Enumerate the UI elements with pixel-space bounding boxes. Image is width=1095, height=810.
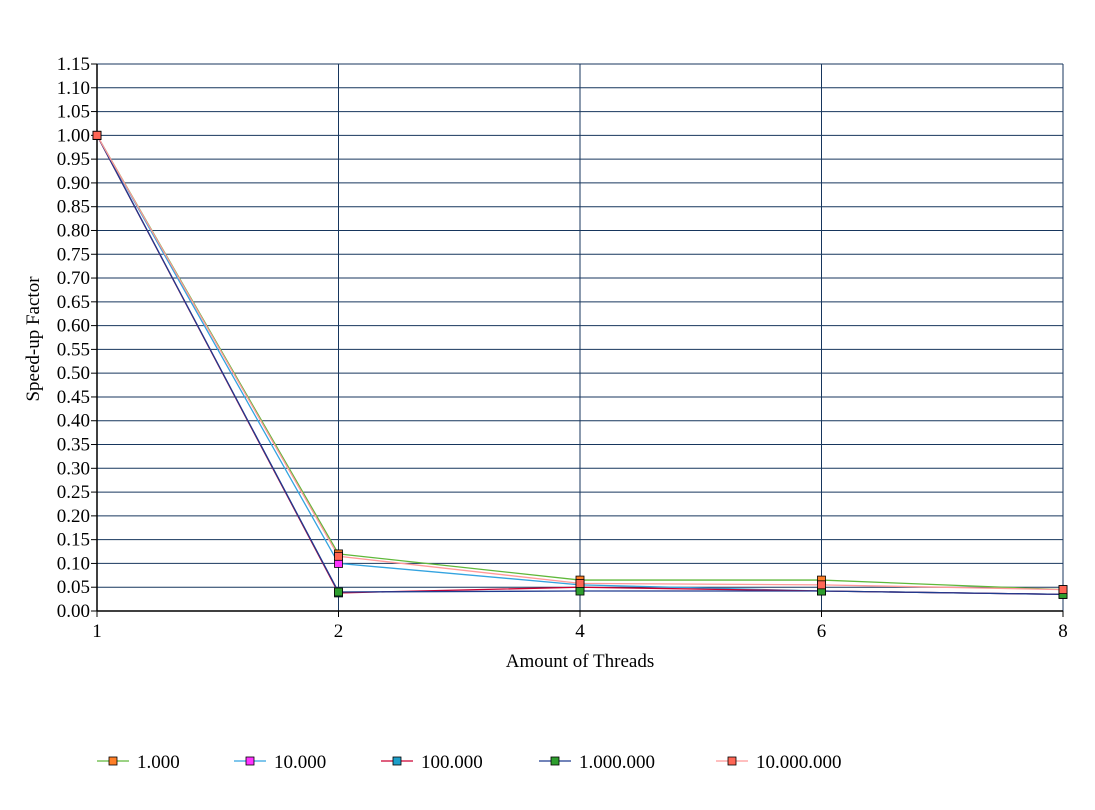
y-tick-label: 0.40 (57, 411, 90, 432)
y-tick-label: 1.05 (57, 102, 90, 123)
y-tick-label: 0.55 (57, 339, 90, 360)
data-point (575, 579, 585, 588)
y-tick-label: 1.10 (57, 78, 90, 99)
y-tick-label: 1.00 (57, 125, 90, 146)
x-axis-label: Amount of Threads (506, 651, 654, 672)
y-tick-label: 0.50 (57, 363, 90, 384)
x-tick-label: 6 (817, 621, 827, 642)
y-tick-label: 0.30 (57, 458, 90, 479)
series (92, 130, 1068, 599)
y-tick-label: 0.95 (57, 149, 90, 170)
y-tick-label: 0.00 (57, 601, 90, 622)
y-tick-label: 0.65 (57, 292, 90, 313)
legend-marker (550, 756, 560, 766)
y-tick-label: 0.85 (57, 197, 90, 218)
y-axis-label: Speed-up Factor (23, 276, 44, 402)
data-point (334, 551, 343, 561)
x-tick-labels: 1 2 4 6 8 (92, 621, 1068, 642)
legend-label: 100.000 (421, 752, 483, 773)
y-tick-label: 0.90 (57, 173, 90, 194)
y-tick-label: 0.15 (57, 530, 90, 551)
y-tick-label: 0.35 (57, 435, 90, 456)
axes (91, 63, 1064, 617)
y-tick-label: 0.60 (57, 316, 90, 337)
y-tick-label: 0.75 (57, 244, 90, 265)
legend-marker (392, 756, 402, 766)
y-tick-label: 0.80 (57, 220, 90, 241)
x-tick-label: 4 (575, 621, 585, 642)
grid (97, 63, 1063, 611)
x-tick-label: 2 (334, 621, 344, 642)
data-point (817, 580, 826, 590)
data-point (575, 586, 585, 596)
y-tick-label: 0.10 (57, 553, 90, 574)
legend-marker (108, 756, 118, 766)
legend: 1.000 10.000 100.000 1.000.000 10.000.000 (97, 752, 842, 773)
y-tick-label: 0.70 (57, 268, 90, 289)
legend-label: 10.000.000 (756, 752, 842, 773)
y-tick-labels: 0.00 0.05 0.100.15 0.20 0.25 0.300.35 0.40 0.45… (57, 54, 90, 622)
legend-label: 1.000 (137, 752, 180, 773)
y-tick-label: 0.25 (57, 482, 90, 503)
y-tick-label: 0.20 (57, 506, 90, 527)
y-tick-label: 0.45 (57, 387, 90, 408)
y-tick-label: 0.05 (57, 577, 90, 598)
legend-label: 10.000 (274, 752, 326, 773)
data-point (1058, 585, 1068, 594)
legend-marker (727, 756, 737, 766)
x-tick-label: 8 (1058, 621, 1068, 642)
data-point (334, 587, 343, 597)
legend-marker (245, 756, 255, 766)
data-point (92, 130, 102, 140)
y-tick-label: 1.15 (57, 54, 90, 75)
x-tick-label: 1 (92, 621, 102, 642)
legend-label: 1.000.000 (579, 752, 655, 773)
